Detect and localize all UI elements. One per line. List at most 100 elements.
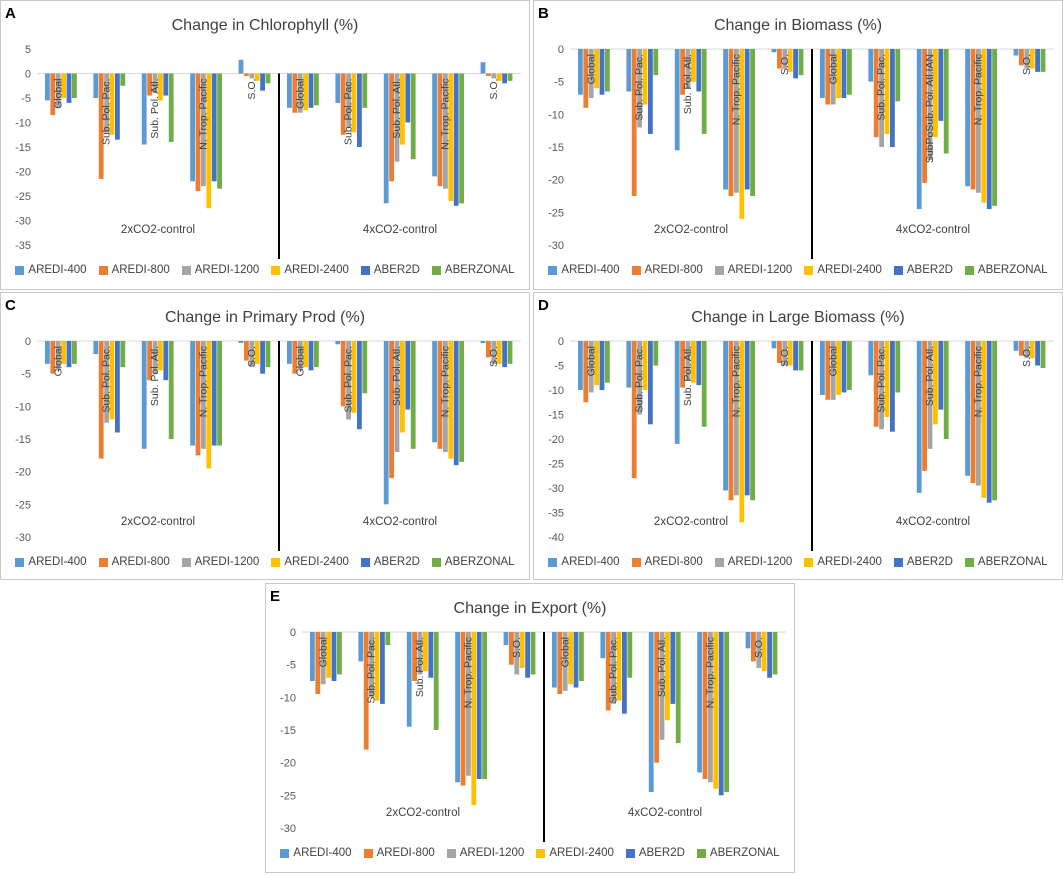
bar: [45, 341, 50, 364]
bar: [642, 341, 648, 390]
category-label: N. Trop. Pacific: [197, 346, 209, 417]
category-label: Sub. Pol. Atl.: [924, 346, 936, 406]
bar: [674, 341, 680, 444]
bar: [616, 632, 622, 701]
legend-label: AREDI-2400: [817, 556, 882, 568]
bar: [400, 341, 405, 433]
bar: [680, 49, 685, 95]
bar: [745, 632, 751, 649]
bar: [195, 341, 201, 456]
bar: [152, 341, 158, 374]
bar: [981, 49, 987, 203]
y-tick-label: -20: [15, 467, 31, 479]
legend-item: ABER2D: [893, 556, 953, 568]
bar: [389, 341, 394, 479]
bar: [514, 632, 520, 675]
legend-item: AREDI-400: [15, 264, 87, 276]
legend-item: ABER2D: [360, 556, 420, 568]
bar: [337, 632, 342, 675]
legend-swatch: [181, 265, 191, 275]
bar: [383, 73, 389, 204]
bar: [346, 341, 351, 420]
category-label: N. Trop. Pacific: [972, 346, 984, 417]
category-label: S.O.: [246, 79, 258, 100]
bar: [588, 49, 594, 98]
category-label: Global: [294, 79, 306, 109]
bar: [1019, 49, 1024, 66]
bar: [599, 49, 605, 95]
bar: [588, 341, 594, 393]
bar: [744, 341, 750, 496]
group-label: 4xCO2-control: [896, 224, 970, 236]
legend-item: ABERZONAL: [964, 556, 1048, 568]
bar: [879, 341, 884, 430]
bar: [394, 73, 400, 162]
bar: [249, 73, 255, 79]
y-tick-label: -25: [548, 207, 564, 219]
bar: [363, 632, 369, 750]
legend-swatch: [431, 265, 441, 275]
bar: [507, 341, 513, 364]
bar: [109, 73, 115, 135]
y-tick-label: -25: [15, 499, 31, 511]
y-tick-label: -10: [548, 385, 564, 397]
bar: [927, 341, 933, 449]
legend: AREDI-400 AREDI-800 AREDI-1200 AREDI-2400 AB…: [534, 264, 1062, 276]
legend-swatch: [446, 848, 456, 858]
bar: [992, 341, 997, 501]
group-label: 4xCO2-control: [363, 516, 437, 528]
bar: [147, 341, 152, 381]
bar: [55, 341, 61, 371]
y-tick-label: -35: [15, 240, 31, 252]
bar: [981, 341, 987, 498]
legend-swatch: [98, 557, 108, 567]
bar: [190, 341, 195, 446]
legend-swatch: [548, 265, 558, 275]
bar: [93, 73, 99, 98]
panel-export: E Change in Export (%) 0 -5 -10 -15 -20 -25 -3…: [265, 583, 795, 873]
legend-swatch: [631, 557, 641, 567]
y-tick-label: -25: [15, 191, 31, 203]
legend-label: ABERZONAL: [444, 264, 515, 276]
y-tick-label: -10: [280, 692, 296, 704]
legend-swatch: [360, 557, 370, 567]
bar: [72, 341, 77, 364]
bar: [1035, 49, 1040, 72]
bar: [895, 341, 901, 393]
legend-item: ABERZONAL: [964, 264, 1048, 276]
bar: [72, 73, 77, 98]
legend-swatch: [15, 265, 25, 275]
bar: [61, 73, 66, 98]
y-tick-label: -15: [15, 434, 31, 446]
category-label: Global: [559, 637, 571, 667]
legend-swatch: [536, 848, 546, 858]
y-tick-label: -20: [15, 167, 31, 179]
chart-title: Change in Chlorophyll (%): [171, 17, 359, 34]
chart-plot: 0 -5 -10 -15 -20 -25 -30 Global Sub. Pol. Pac. Su…: [15, 336, 521, 551]
bar: [583, 49, 589, 108]
bar: [744, 49, 750, 190]
bar: [335, 73, 341, 103]
bar: [1035, 341, 1040, 366]
category-label: Sub. Pol. Pac.: [101, 78, 113, 145]
legend-label: AREDI-400: [561, 556, 620, 568]
legend-swatch: [360, 265, 370, 275]
bar: [798, 49, 804, 76]
bar: [965, 49, 970, 187]
bar: [115, 341, 120, 433]
bar: [1040, 49, 1046, 72]
bar: [933, 341, 938, 425]
legend-item: AREDI-2400: [804, 556, 882, 568]
bar: [986, 341, 992, 503]
bar: [410, 341, 416, 449]
panel-letter: D: [538, 297, 549, 314]
bar: [631, 341, 637, 479]
legend-swatch: [98, 265, 108, 275]
legend-label: AREDI-800: [644, 264, 703, 276]
bar: [314, 73, 319, 106]
legend-swatch: [631, 265, 641, 275]
category-label: N. Trop. Pacific: [704, 637, 716, 708]
category-label: N. Trop. Pacific: [197, 79, 209, 150]
bar: [943, 341, 949, 439]
panel-primary-prod: C Change in Primary Prod (%) 0 -5 -10 -15 -2…: [0, 292, 530, 580]
